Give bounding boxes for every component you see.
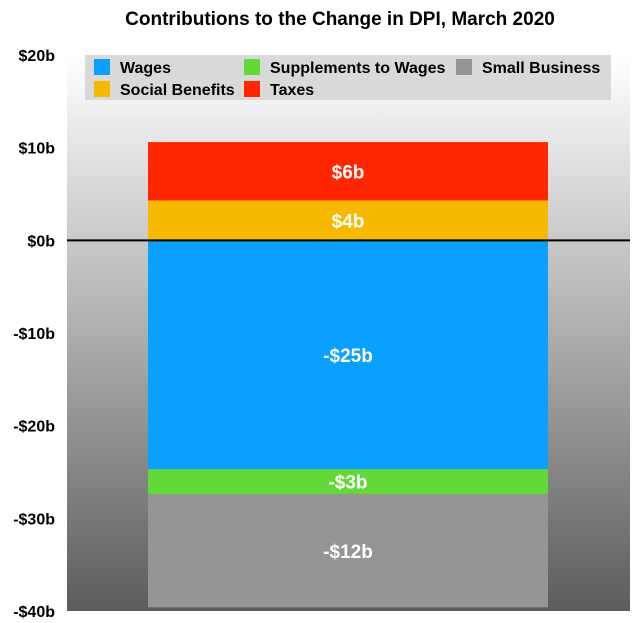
chart-title: Contributions to the Change in DPI, Marc… bbox=[125, 9, 555, 30]
y-tick-label: $0b bbox=[27, 233, 55, 250]
y-tick-label: -$30b bbox=[13, 511, 55, 528]
bar-segment-small-business bbox=[148, 494, 548, 608]
data-label-supplements-to-wages: -$3b bbox=[328, 473, 367, 494]
bar-segment-taxes bbox=[148, 142, 548, 201]
legend-swatch-wages bbox=[94, 59, 110, 75]
y-tick-label: -$20b bbox=[13, 419, 55, 436]
legend-label-taxes: Taxes bbox=[270, 82, 314, 99]
bar-stack: -$25b -$3b -$12b $4b $6b bbox=[148, 142, 548, 608]
y-tick-label: -$40b bbox=[13, 604, 55, 621]
legend-label-wages: Wages bbox=[120, 60, 171, 77]
bar-segment-social-benefits bbox=[148, 200, 548, 241]
legend-swatch-social-benefits bbox=[94, 81, 110, 97]
legend-label-social-benefits: Social Benefits bbox=[120, 82, 235, 99]
data-label-small-business: -$12b bbox=[323, 542, 373, 563]
y-tick-label: $10b bbox=[19, 141, 56, 158]
data-label-social-benefits: $4b bbox=[332, 211, 365, 232]
y-axis: $20b $10b $0b -$10b -$20b -$30b -$40b bbox=[13, 48, 55, 621]
legend-background bbox=[85, 55, 611, 100]
data-label-wages: -$25b bbox=[323, 346, 373, 367]
bar-segment-supplements-to-wages bbox=[148, 469, 548, 495]
legend-label-supplements-to-wages: Supplements to Wages bbox=[270, 60, 446, 77]
data-label-taxes: $6b bbox=[332, 162, 365, 183]
y-tick-label: $20b bbox=[19, 48, 56, 65]
legend-swatch-supplements-to-wages bbox=[244, 59, 260, 75]
legend-swatch-taxes bbox=[244, 81, 260, 97]
legend-swatch-small-business bbox=[456, 59, 472, 75]
y-tick-label: -$10b bbox=[13, 326, 55, 343]
bar-segment-wages bbox=[148, 240, 548, 470]
legend-label-small-business: Small Business bbox=[482, 60, 600, 77]
legend: Wages Supplements to Wages Small Business S… bbox=[85, 55, 611, 100]
